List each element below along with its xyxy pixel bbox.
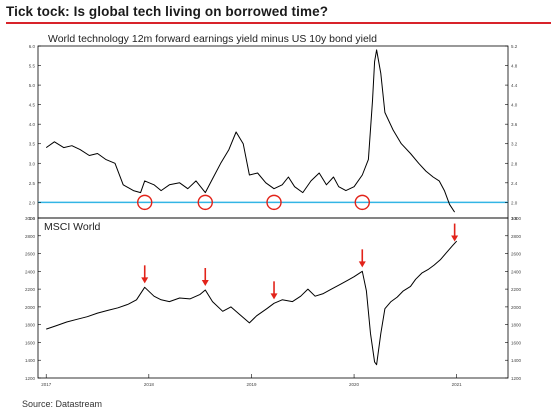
x-tick-label: 2021 (452, 382, 463, 387)
peak-arrow-head (270, 293, 278, 300)
peak-arrow (270, 281, 278, 300)
bottom-left-tick-label: 1200 (25, 376, 36, 381)
low-circle-markers (137, 194, 370, 211)
source-note: Source: Datastream (22, 399, 103, 409)
x-tick-label: 2019 (246, 382, 257, 387)
top-right-tick-label: 5.2 (511, 44, 518, 49)
bottom-left-tick-label: 3000 (25, 216, 36, 221)
bottom-right-tick-label: 2000 (511, 305, 522, 310)
top-left-tick-label: 3.5 (29, 142, 36, 147)
earnings-yield-gap-line (45, 49, 456, 213)
peak-arrow-head (451, 235, 459, 242)
bottom-right-tick-label: 1800 (511, 323, 522, 328)
peak-arrow-head (141, 277, 149, 284)
bottom-right-tick-label: 2600 (511, 252, 522, 257)
x-tick-label: 2017 (41, 382, 52, 387)
top-left-tick-label: 5.0 (29, 83, 36, 88)
x-tick-label: 2018 (144, 382, 155, 387)
bottom-right-tick-label: 1200 (511, 376, 522, 381)
bottom-left-tick-label: 2400 (25, 269, 36, 274)
peak-arrow (451, 223, 459, 242)
top-left-tick-label: 5.5 (29, 64, 36, 69)
bottom-series-group (46, 240, 458, 366)
top-series-group (45, 49, 456, 213)
peak-arrow-head (358, 261, 366, 268)
bottom-left-tick-label: 2800 (25, 234, 36, 239)
top-right-tick-label: 3.6 (511, 122, 518, 127)
bottom-right-tick-label: 2200 (511, 287, 522, 292)
low-circle-marker (137, 194, 153, 211)
top-right-tick-label: 4.0 (511, 103, 518, 108)
bottom-left-tick-label: 1600 (25, 340, 36, 345)
bottom-left-tick-label: 1800 (25, 323, 36, 328)
bottom-left-y-axis: 1200 1400 1600 1800 2000 2200 2400 2600 2800 3000 (25, 216, 41, 381)
bottom-panel-frame (37, 217, 509, 379)
top-chart-title: World technology 12m forward earnings yi… (48, 34, 377, 45)
title-divider (6, 22, 551, 24)
chart-area: World technology 12m forward earnings yi… (24, 33, 534, 392)
bottom-left-tick-label: 1400 (25, 358, 36, 363)
peak-arrow (358, 249, 366, 268)
top-left-tick-label: 4.0 (29, 122, 36, 127)
top-panel: World technology 12m forward earnings yi… (29, 33, 518, 221)
top-left-tick-label: 3.0 (29, 161, 36, 166)
top-right-tick-label: 1.6 (511, 216, 518, 221)
top-left-y-axis: 1.6 2.0 2.5 3.0 3.5 4.0 4.5 5.0 5.5 6.0 (29, 44, 41, 221)
page-title: Tick tock: Is global tech living on borr… (6, 4, 329, 19)
peak-arrow-markers (141, 223, 459, 300)
bottom-left-tick-label: 2600 (25, 252, 36, 257)
top-right-tick-label: 2.8 (511, 161, 518, 166)
bottom-left-tick-label: 2200 (25, 287, 36, 292)
top-right-y-axis: 1.6 2.0 2.4 2.8 3.2 3.6 4.0 4.4 4.8 5.2 (505, 44, 518, 221)
bottom-right-tick-label: 2400 (511, 269, 522, 274)
top-right-tick-label: 3.2 (511, 142, 518, 147)
top-left-tick-label: 4.5 (29, 103, 36, 108)
top-panel-frame (37, 45, 509, 219)
top-right-tick-label: 4.4 (511, 83, 518, 88)
peak-arrow (201, 268, 209, 286)
peak-arrow-head (201, 280, 209, 286)
top-right-tick-label: 4.8 (511, 64, 518, 69)
top-left-tick-label: 6.0 (29, 44, 36, 49)
low-circle-marker (354, 194, 370, 211)
chart-svg: World technology 12m forward earnings yi… (25, 33, 522, 387)
x-axis: 2017 2018 2019 2020 2021 (41, 374, 462, 387)
bottom-left-tick-label: 2000 (25, 305, 36, 310)
bottom-panel: MSCI World 1200 1400 1600 1800 2000 2200 2400 2… (25, 216, 522, 387)
x-tick-label: 2020 (349, 382, 360, 387)
bottom-right-y-axis: 1200 1400 1600 1800 2000 2200 2400 2600 2800 3000 (505, 216, 522, 381)
top-right-tick-label: 2.0 (511, 200, 518, 205)
bottom-right-tick-label: 1400 (511, 358, 522, 363)
bottom-right-tick-label: 2800 (511, 234, 522, 239)
top-left-tick-label: 2.5 (29, 181, 36, 186)
bottom-right-tick-label: 1600 (511, 340, 522, 345)
bottom-chart-title: MSCI World (44, 221, 101, 233)
low-circle-marker (197, 194, 213, 211)
top-left-tick-label: 1.6 (29, 216, 36, 221)
top-right-tick-label: 2.4 (511, 181, 518, 186)
low-circle-marker (266, 194, 282, 211)
bottom-right-tick-label: 3000 (511, 216, 522, 221)
top-left-tick-label: 2.0 (29, 200, 36, 205)
msci-world-line (46, 240, 458, 366)
peak-arrow (141, 265, 149, 284)
